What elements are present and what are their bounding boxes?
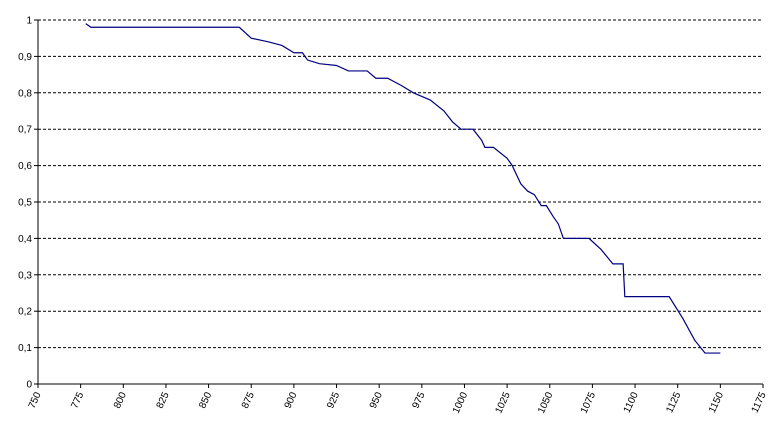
y-tick-label: 0,1 [18, 343, 32, 354]
x-tick-label: 750 [27, 390, 44, 410]
x-tick-label: 1050 [536, 390, 556, 415]
x-tick-label: 775 [69, 390, 86, 410]
x-tick-label: 1150 [707, 390, 726, 415]
x-tick-label: 975 [411, 390, 428, 410]
y-tick-label: 0,6 [18, 161, 32, 172]
x-tick-label: 1125 [664, 390, 683, 415]
x-tick-label: 825 [155, 390, 172, 410]
x-tick-label: 800 [112, 390, 129, 410]
x-tick-label: 1100 [622, 390, 641, 415]
y-tick-label: 0,2 [18, 307, 32, 318]
x-tick-label: 1025 [493, 390, 513, 415]
y-tick-label: 0,7 [18, 125, 32, 136]
y-tick-label: 0,5 [18, 198, 32, 209]
x-tick-label: 1175 [750, 390, 768, 415]
y-tick-label: 1 [26, 16, 32, 27]
x-tick-label: 925 [325, 390, 342, 410]
y-tick-label: 0 [26, 380, 32, 391]
x-tick-label: 1075 [579, 390, 599, 415]
y-tick-label: 0,9 [18, 52, 32, 63]
y-tick-label: 0,4 [18, 234, 32, 245]
x-tick-label: 875 [240, 390, 257, 410]
x-tick-label: 900 [283, 390, 300, 410]
data-line [85, 23, 721, 354]
y-tick-label: 0,8 [18, 88, 32, 99]
x-tick-label: 1000 [451, 390, 471, 415]
y-tick-label: 0,3 [18, 270, 32, 281]
x-tick-label: 950 [368, 390, 385, 410]
x-tick-label: 850 [197, 390, 214, 410]
